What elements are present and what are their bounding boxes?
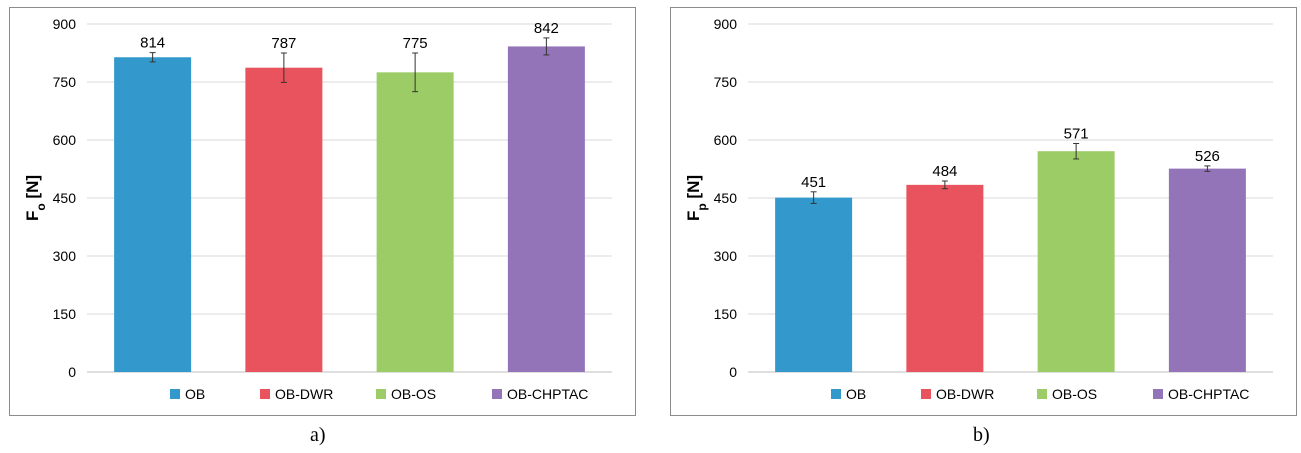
y-tick-label: 750 bbox=[53, 74, 77, 90]
y-tick-label: 900 bbox=[714, 16, 738, 32]
error-bar bbox=[1073, 142, 1080, 160]
legend: OB OB-DWR OB-OS OB-CHPTAC bbox=[831, 386, 1249, 402]
y-tick-label: 300 bbox=[53, 248, 77, 264]
legend-label: OB-CHPTAC bbox=[1168, 386, 1249, 402]
data-label: 787 bbox=[271, 35, 296, 52]
legend-label: OB-DWR bbox=[275, 386, 333, 402]
legend-swatch-ob bbox=[831, 389, 841, 399]
legend-label: OB-DWR bbox=[936, 386, 994, 402]
bar-ob-os bbox=[1037, 151, 1115, 372]
bar-ob bbox=[114, 57, 192, 373]
y-tick-label: 750 bbox=[714, 74, 738, 90]
data-label: 451 bbox=[801, 174, 826, 191]
bar-ob-os bbox=[376, 72, 454, 372]
caption-b: b) bbox=[973, 424, 990, 446]
y-tick-label: 900 bbox=[53, 16, 77, 32]
error-bar bbox=[1204, 165, 1211, 172]
bar-ob-dwr bbox=[245, 67, 323, 372]
y-tick-label: 150 bbox=[53, 306, 77, 322]
caption-a: a) bbox=[310, 424, 326, 446]
error-bar bbox=[543, 37, 550, 56]
chart-panel-b: 0 150 300 450 600 750 900 Fp [N] 451 484 571 526 OB O… bbox=[670, 7, 1297, 416]
y-tick-label: 450 bbox=[714, 190, 738, 206]
error-bar bbox=[280, 52, 287, 83]
data-label: 775 bbox=[403, 35, 428, 52]
legend-swatch-ob bbox=[170, 389, 180, 399]
y-tick-label: 150 bbox=[714, 306, 738, 322]
bar-ob-chptac bbox=[1168, 168, 1246, 372]
legend-label: OB-OS bbox=[1052, 386, 1097, 402]
data-label: 814 bbox=[140, 35, 165, 52]
legend-swatch-ob-chptac bbox=[1153, 389, 1163, 399]
legend-swatch-ob-dwr bbox=[260, 389, 270, 399]
error-bar bbox=[810, 191, 817, 204]
y-tick-label: 0 bbox=[68, 364, 76, 380]
legend-label: OB-CHPTAC bbox=[507, 386, 588, 402]
error-bar bbox=[941, 180, 948, 190]
y-axis-label: Fp [N] bbox=[684, 175, 709, 221]
error-bar bbox=[412, 52, 419, 93]
bar-ob bbox=[775, 197, 853, 372]
data-label: 842 bbox=[534, 20, 559, 37]
data-label: 484 bbox=[932, 163, 957, 180]
data-label: 571 bbox=[1064, 125, 1089, 142]
legend-swatch-ob-dwr bbox=[921, 389, 931, 399]
bar-ob-chptac bbox=[507, 46, 585, 372]
legend-label: OB bbox=[846, 386, 866, 402]
data-label: 526 bbox=[1195, 148, 1220, 165]
legend-swatch-ob-os bbox=[1037, 389, 1047, 399]
y-tick-label: 600 bbox=[53, 132, 77, 148]
y-tick-label: 450 bbox=[53, 190, 77, 206]
legend-swatch-ob-chptac bbox=[492, 389, 502, 399]
bar-ob-dwr bbox=[906, 184, 984, 372]
legend-label: OB bbox=[185, 386, 205, 402]
error-bar bbox=[149, 52, 156, 63]
chart-panel-a: 0 150 300 450 600 750 900 Fo [N] 814 787 775 842 OB O… bbox=[9, 7, 636, 416]
y-tick-label: 0 bbox=[729, 364, 737, 380]
y-tick-label: 300 bbox=[714, 248, 738, 264]
y-tick-label: 600 bbox=[714, 132, 738, 148]
legend: OB OB-DWR OB-OS OB-CHPTAC bbox=[170, 386, 588, 402]
legend-label: OB-OS bbox=[391, 386, 436, 402]
legend-swatch-ob-os bbox=[376, 389, 386, 399]
y-axis-label: Fo [N] bbox=[23, 175, 48, 221]
